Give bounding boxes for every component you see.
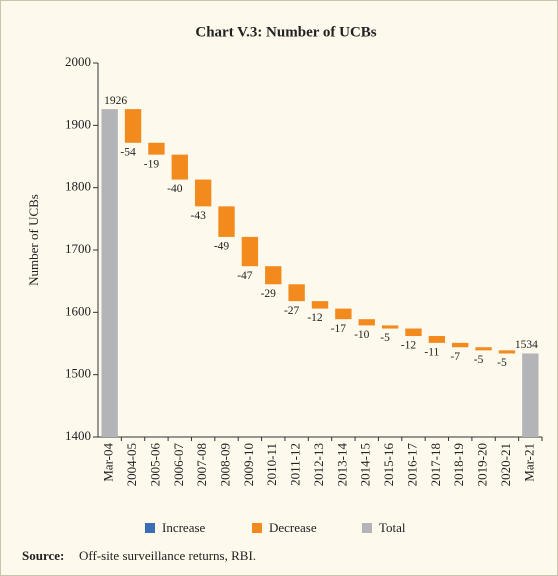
source-label: Source: bbox=[22, 548, 64, 563]
data-label: -12 bbox=[401, 340, 417, 352]
data-label: -12 bbox=[307, 312, 323, 324]
y-tick-label: 1600 bbox=[65, 303, 91, 318]
decrease-bar bbox=[288, 284, 305, 302]
x-tick-label: 2012-13 bbox=[311, 443, 326, 486]
data-label: -43 bbox=[190, 210, 206, 222]
decrease-bar bbox=[498, 350, 516, 354]
legend-label: Decrease bbox=[269, 520, 317, 535]
decrease-bar bbox=[335, 308, 352, 320]
x-tick-label: 2005-06 bbox=[147, 443, 162, 487]
y-tick-label: 1400 bbox=[65, 428, 91, 443]
data-label: 1534 bbox=[515, 339, 538, 351]
data-label: -5 bbox=[474, 354, 484, 366]
data-label: 1926 bbox=[104, 95, 127, 107]
x-tick-label: 2009-10 bbox=[241, 443, 256, 486]
y-tick-label: 1900 bbox=[65, 116, 91, 131]
data-label: -5 bbox=[497, 357, 507, 369]
x-tick-label: 2004-05 bbox=[124, 443, 139, 486]
data-label: -29 bbox=[261, 288, 277, 300]
x-tick-label: 2013-14 bbox=[334, 443, 349, 487]
legend-label: Total bbox=[379, 520, 406, 535]
data-label: -5 bbox=[380, 332, 390, 344]
legend-label: Increase bbox=[162, 520, 206, 535]
y-axis-title: Number of UCBs bbox=[26, 194, 41, 286]
x-tick-label: 2015-16 bbox=[381, 443, 396, 487]
decrease-bar bbox=[358, 319, 375, 326]
data-label: -27 bbox=[284, 305, 300, 317]
data-label: -47 bbox=[237, 270, 253, 282]
data-label: -40 bbox=[167, 183, 183, 195]
decrease-bar bbox=[241, 236, 259, 267]
decrease-bar bbox=[218, 206, 235, 237]
data-label: -10 bbox=[354, 329, 370, 341]
x-tick-label: 2018-19 bbox=[451, 443, 466, 486]
legend-swatch bbox=[362, 523, 372, 533]
x-tick-label: 2019-20 bbox=[475, 443, 490, 486]
data-label: -11 bbox=[424, 347, 439, 359]
decrease-bar bbox=[381, 325, 399, 329]
decrease-bar bbox=[265, 266, 282, 285]
decrease-bar bbox=[124, 109, 142, 143]
decrease-bar bbox=[171, 154, 188, 180]
total-bar bbox=[522, 353, 539, 437]
data-label: -49 bbox=[214, 241, 230, 253]
chart-title: Chart V.3: Number of UCBs bbox=[195, 24, 376, 40]
legend-swatch bbox=[145, 523, 155, 533]
x-tick-label: 2014-15 bbox=[358, 443, 373, 486]
y-tick-label: 1700 bbox=[65, 241, 91, 256]
total-bar bbox=[101, 109, 118, 438]
x-tick-label: 2008-09 bbox=[218, 443, 233, 486]
x-tick-label: Mar-21 bbox=[521, 443, 536, 482]
x-tick-label: 2007-08 bbox=[194, 443, 209, 486]
data-label: -7 bbox=[450, 351, 460, 363]
decrease-bar bbox=[428, 336, 446, 343]
y-tick-label: 1500 bbox=[65, 366, 91, 381]
x-tick-label: 2006-07 bbox=[171, 443, 186, 487]
decrease-bar bbox=[475, 347, 492, 351]
data-label: -17 bbox=[331, 323, 347, 335]
legend-swatch bbox=[252, 523, 262, 533]
x-tick-label: 2010-11 bbox=[264, 443, 279, 486]
x-tick-label: 2017-18 bbox=[428, 443, 443, 486]
decrease-bar bbox=[452, 342, 469, 348]
y-tick-label: 2000 bbox=[65, 54, 91, 69]
x-tick-label: 2011-12 bbox=[288, 443, 303, 486]
x-tick-label: 2020-21 bbox=[498, 443, 513, 486]
decrease-bar bbox=[405, 328, 422, 337]
x-tick-label: 2016-17 bbox=[404, 443, 419, 487]
data-label: -19 bbox=[144, 158, 160, 170]
data-label: -54 bbox=[120, 146, 136, 158]
y-tick-label: 1800 bbox=[65, 179, 91, 194]
x-tick-label: Mar-04 bbox=[101, 443, 116, 482]
decrease-bar bbox=[194, 179, 212, 207]
decrease-bar bbox=[311, 301, 329, 309]
decrease-bar bbox=[148, 142, 165, 155]
source: Off-site surveillance returns, RBI. bbox=[79, 548, 256, 563]
